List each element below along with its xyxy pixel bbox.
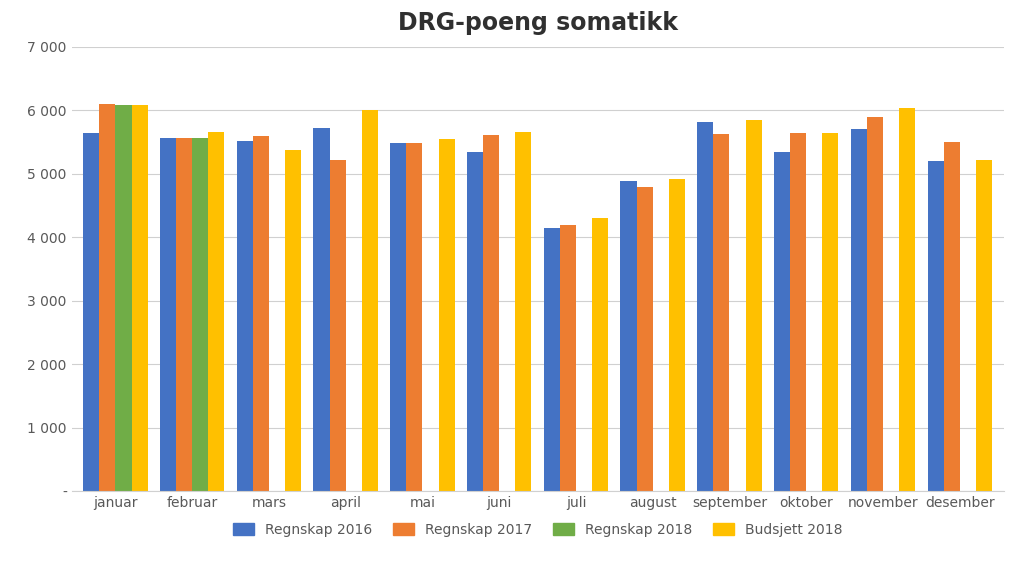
Bar [438,139,455,491]
Bar [176,137,193,491]
Bar [237,142,253,491]
Bar [867,118,883,491]
Bar [208,132,224,491]
Bar [791,133,806,491]
Bar [544,229,560,491]
Bar [560,225,575,491]
Bar [851,129,867,491]
Bar [592,218,608,491]
Bar [330,160,346,491]
Bar [483,135,500,491]
Bar [407,143,423,491]
Bar [193,137,208,491]
Bar [313,128,330,491]
Legend: Regnskap 2016, Regnskap 2017, Regnskap 2018, Budsjett 2018: Regnskap 2016, Regnskap 2017, Regnskap 2… [227,517,848,542]
Bar [467,152,483,491]
Bar [976,160,992,491]
Bar [621,181,637,491]
Bar [944,142,959,491]
Bar [361,111,378,491]
Bar [928,161,944,491]
Bar [160,138,176,491]
Bar [774,152,791,491]
Bar [899,108,915,491]
Bar [515,132,531,491]
Bar [99,104,116,491]
Bar [637,187,652,491]
Title: DRG-poeng somatikk: DRG-poeng somatikk [397,11,678,35]
Bar [285,150,301,491]
Bar [697,122,714,491]
Bar [116,105,131,491]
Bar [714,135,729,491]
Bar [745,121,762,491]
Bar [131,105,147,491]
Bar [669,179,685,491]
Bar [390,143,407,491]
Bar [253,136,269,491]
Bar [822,133,839,491]
Bar [83,133,99,491]
